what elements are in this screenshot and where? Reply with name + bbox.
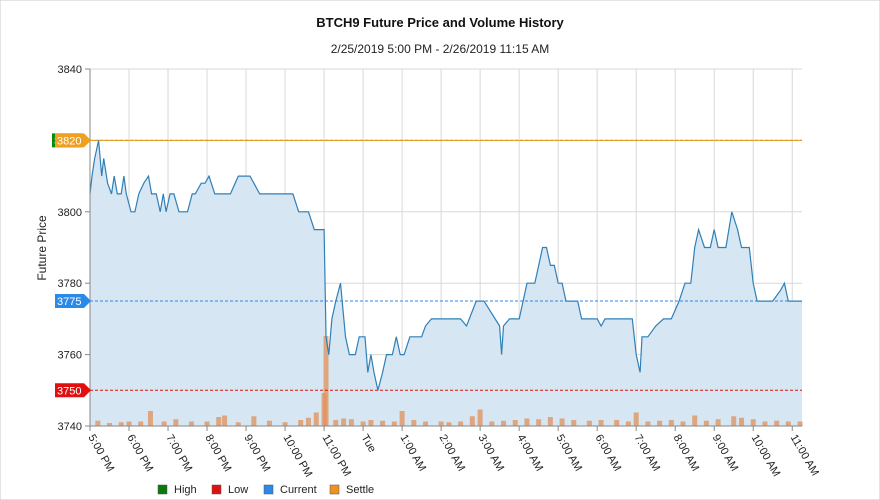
volume-bar <box>368 420 374 426</box>
y-tick-label: 3740 <box>58 421 82 433</box>
volume-bar <box>95 420 101 426</box>
volume-bar <box>458 421 464 426</box>
legend: High Low Current Settle <box>157 484 374 496</box>
volume-bar <box>399 411 405 426</box>
volume-bar <box>423 421 429 426</box>
volume-bar <box>118 422 124 426</box>
volume-bar <box>477 409 483 426</box>
volume-bar <box>633 412 639 426</box>
volume-bar <box>251 416 257 426</box>
volume-bar <box>645 421 651 426</box>
price-line-group <box>89 140 802 391</box>
volume-bar <box>657 420 663 426</box>
volume-bar <box>625 421 631 426</box>
volume-bar <box>138 421 144 426</box>
volume-bar <box>774 420 780 426</box>
volume-bar <box>536 419 542 426</box>
volume-bar <box>305 417 311 426</box>
volume-bar <box>446 422 452 426</box>
volume-bar <box>731 416 737 426</box>
volume-bar <box>235 422 241 426</box>
price-area <box>90 140 802 426</box>
volume-bar <box>147 411 153 426</box>
marker-label-settle: 3820 <box>57 135 81 147</box>
legend-label-current: Current <box>280 484 317 496</box>
volume-bar <box>668 420 674 426</box>
legend-label-low: Low <box>228 484 248 496</box>
price-line <box>89 140 802 391</box>
volume-bar <box>797 421 803 426</box>
volume-bars <box>95 336 803 426</box>
reference-markers: 3820382037753750 <box>52 133 91 398</box>
volume-bar <box>380 420 386 426</box>
y-axis-label: Future Price <box>35 215 49 281</box>
volume-bar <box>348 419 354 426</box>
price-area-fill <box>90 140 802 426</box>
volume-bar <box>739 417 745 426</box>
volume-bar <box>216 417 222 426</box>
volume-bar <box>266 420 272 426</box>
marker-low <box>55 383 91 398</box>
y-tick-label: 3840 <box>58 64 82 76</box>
volume-bar <box>411 420 417 426</box>
y-tick-label: 3800 <box>58 207 82 219</box>
volume-bar <box>785 421 791 426</box>
volume-bar <box>126 421 132 426</box>
volume-bar <box>313 412 319 426</box>
legend-swatch-high <box>157 484 168 495</box>
legend-swatch-current <box>263 484 274 495</box>
volume-bar <box>333 420 339 426</box>
volume-bar <box>469 416 475 426</box>
volume-bar <box>680 421 686 426</box>
volume-bar <box>489 421 495 426</box>
volume-bar <box>750 419 756 426</box>
reference-lines <box>90 139 802 391</box>
legend-label-high: High <box>174 484 197 496</box>
volume-bar <box>547 417 553 426</box>
volume-bar <box>161 421 167 426</box>
volume-bar <box>512 420 518 426</box>
volume-bar <box>438 421 444 426</box>
marker-label-current: 3775 <box>57 296 81 308</box>
volume-bar <box>559 418 565 426</box>
y-tick-label: 3760 <box>58 350 82 362</box>
volume-bar <box>524 418 530 426</box>
volume-bar <box>188 421 194 426</box>
volume-bar <box>222 415 228 426</box>
volume-bar <box>598 420 604 426</box>
volume-bar <box>703 420 709 426</box>
legend-label-settle: Settle <box>346 484 374 496</box>
marker-settle <box>55 133 91 148</box>
chart-subtitle: 2/25/2019 5:00 PM - 2/26/2019 11:15 AM <box>331 42 550 56</box>
legend-swatch-settle <box>329 484 340 495</box>
marker-label-low: 3750 <box>57 385 81 397</box>
volume-bar <box>298 420 304 426</box>
volume-bar <box>282 422 288 426</box>
legend-swatch-low <box>211 484 222 495</box>
volume-bar <box>762 421 768 426</box>
volume-bar <box>360 421 366 426</box>
volume-bar <box>173 419 179 426</box>
volume-bar <box>391 421 397 426</box>
volume-bar <box>323 336 329 426</box>
volume-bar <box>501 420 507 426</box>
volume-bar <box>614 420 620 426</box>
volume-bar <box>571 420 577 426</box>
marker-current <box>55 294 91 309</box>
volume-bar <box>341 418 347 426</box>
volume-bar <box>692 415 698 426</box>
volume-bar <box>715 419 721 426</box>
volume-bar <box>107 423 113 426</box>
chart-title: BTCH9 Future Price and Volume History <box>316 15 564 30</box>
volume-bar <box>586 420 592 426</box>
y-tick-label: 3780 <box>58 278 82 290</box>
volume-bar <box>204 421 210 426</box>
